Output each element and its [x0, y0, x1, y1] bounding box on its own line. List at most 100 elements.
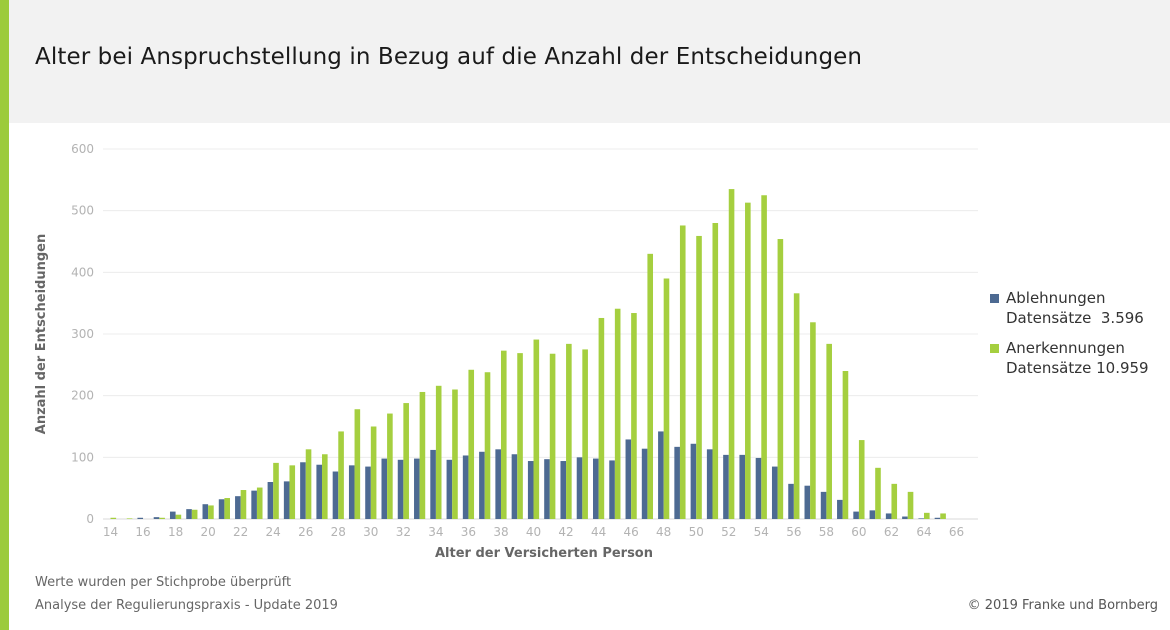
bar-ablehnungen [625, 439, 632, 519]
bar-ablehnungen [251, 490, 257, 519]
bar-anerkennungen [354, 409, 361, 519]
bar-anerkennungen [842, 371, 849, 519]
bar-ablehnungen [820, 491, 827, 519]
bar-ablehnungen [560, 461, 567, 519]
bar-ablehnungen [918, 518, 924, 519]
bar-anerkennungen [435, 385, 442, 519]
bar-anerkennungen [305, 449, 312, 519]
bar-anerkennungen [175, 514, 182, 519]
bar-ablehnungen [869, 510, 876, 519]
header: Alter bei Anspruchstellung in Bezug auf … [9, 0, 1170, 123]
x-tick-label: 48 [656, 525, 671, 539]
bar-ablehnungen [804, 485, 811, 519]
bar-anerkennungen [696, 235, 702, 519]
bar-ablehnungen [381, 458, 388, 519]
bar-anerkennungen [858, 440, 865, 519]
bar-ablehnungen [137, 517, 144, 519]
bar-ablehnungen [658, 431, 664, 519]
sample-note: Werte wurden per Stichprobe überprüft [35, 575, 292, 590]
bar-anerkennungen [191, 509, 198, 519]
bar-anerkennungen [549, 353, 556, 519]
bar-ablehnungen [316, 464, 323, 519]
bar-ablehnungen [365, 466, 371, 519]
x-tick-label: 30 [363, 525, 378, 539]
source-note: Analyse der Regulierungspraxis - Update … [35, 598, 338, 613]
bar-anerkennungen [452, 389, 458, 519]
x-tick-label: 50 [689, 525, 704, 539]
x-tick-label: 54 [754, 525, 769, 539]
x-tick-label: 58 [819, 525, 834, 539]
legend-item-ablehnungen: Ablehnungen Datensätze 3.596 [990, 288, 1149, 328]
y-tick-label: 600 [71, 142, 94, 156]
bar-ablehnungen [690, 443, 697, 519]
y-tick-label: 300 [71, 327, 94, 341]
bar-ablehnungen [332, 471, 339, 519]
bar-ablehnungen [169, 511, 176, 519]
bar-anerkennungen [468, 369, 475, 519]
x-tick-label: 16 [135, 525, 150, 539]
bar-anerkennungen [273, 462, 279, 519]
x-tick-label: 32 [396, 525, 411, 539]
bar-ablehnungen [788, 483, 794, 519]
bar-anerkennungen [728, 189, 735, 519]
x-tick-label: 66 [949, 525, 964, 539]
bar-ablehnungen [283, 481, 290, 519]
bar-anerkennungen [745, 202, 751, 519]
bar-anerkennungen [208, 505, 214, 519]
accent-bar [0, 0, 9, 630]
bar-anerkennungen [777, 239, 784, 519]
bar-anerkennungen [712, 223, 719, 519]
legend-count: Datensätze 10.959 [1006, 359, 1149, 377]
y-tick-label: 100 [71, 450, 94, 464]
bar-ablehnungen [202, 504, 209, 519]
bar-anerkennungen [826, 343, 832, 519]
bar-ablehnungen [495, 449, 501, 519]
y-axis-title: Anzahl der Entscheidungen [34, 234, 49, 434]
bar-ablehnungen [235, 496, 241, 519]
bar-ablehnungen [593, 458, 599, 519]
bar-ablehnungen [674, 446, 680, 519]
bar-anerkennungen [126, 518, 133, 519]
bar-anerkennungen [761, 195, 767, 519]
x-tick-label: 60 [851, 525, 866, 539]
x-tick-label: 52 [721, 525, 736, 539]
bar-anerkennungen [663, 278, 670, 519]
bar-anerkennungen [631, 313, 637, 519]
bar-ablehnungen [186, 509, 192, 519]
bar-anerkennungen [891, 483, 898, 519]
bar-anerkennungen [256, 487, 263, 519]
bar-ablehnungen [771, 466, 778, 519]
bar-ablehnungen [153, 517, 160, 519]
bar-anerkennungen [159, 517, 165, 519]
bar-anerkennungen [419, 391, 426, 519]
y-tick-label: 500 [71, 204, 94, 218]
x-tick-label: 62 [884, 525, 899, 539]
copyright: © 2019 Franke und Bornberg [967, 598, 1158, 613]
bar-ablehnungen [739, 454, 746, 519]
bar-ablehnungen [414, 458, 420, 519]
bar-anerkennungen [793, 293, 800, 519]
bar-anerkennungen [679, 225, 686, 519]
bar-anerkennungen [517, 353, 523, 519]
x-tick-label: 46 [623, 525, 638, 539]
legend-label: Anerkennungen [1006, 339, 1125, 357]
x-tick-label: 18 [168, 525, 183, 539]
legend-swatch-anerkennungen [990, 344, 999, 353]
legend-count: Datensätze 3.596 [1006, 309, 1144, 327]
bar-anerkennungen [322, 454, 328, 519]
bar-anerkennungen [614, 308, 621, 519]
bar-anerkennungen [387, 413, 393, 519]
bar-ablehnungen [641, 448, 648, 519]
bar-ablehnungen [267, 482, 274, 519]
bar-anerkennungen [647, 253, 654, 519]
bar-anerkennungen [484, 372, 491, 519]
x-tick-label: 40 [526, 525, 541, 539]
page-title: Alter bei Anspruchstellung in Bezug auf … [35, 44, 863, 70]
bar-anerkennungen [940, 513, 946, 519]
bar-anerkennungen [810, 322, 816, 519]
bar-ablehnungen [853, 511, 859, 519]
x-tick-label: 24 [266, 525, 281, 539]
bar-anerkennungen [924, 512, 930, 519]
bar-ablehnungen [511, 454, 518, 519]
